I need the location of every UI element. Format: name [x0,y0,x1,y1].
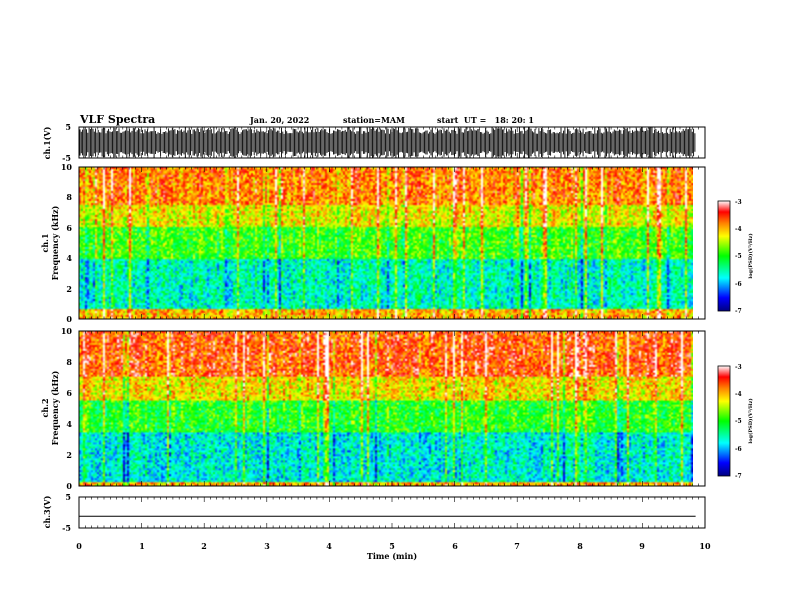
ch1-cb-tick-m6: -6 [735,281,742,288]
ch3-waveform-ylabel: ch.3(V) [42,495,52,528]
ch1-cb-tick-m7: -7 [735,308,742,315]
ch1-spectrogram-ylabel-2: Frequency (kHz) [50,205,60,280]
ch1-spectrogram-panel: 0 2 4 6 8 10 ch.1 Frequency (kHz) [40,162,706,324]
ch1-cb-tick-m4: -4 [735,226,742,233]
ch1-freq-tick-4: 4 [66,253,72,263]
ch1-waveform-ylabel: ch.1(V) [42,126,52,159]
header-station: station=MAM [343,115,405,125]
ch1-spectrogram-image [79,167,693,319]
x-tick-label-1: 1 [139,541,145,551]
ch1-freq-tick-6: 6 [66,223,72,233]
ch1-waveform-strokes [79,127,696,158]
ch1-ytick-top: 5 [65,122,71,132]
ch1-colorbar-ramp [717,200,731,312]
ch1-colorbar-label: log(PSD)(V²/Hz) [747,233,754,278]
ch1-freq-tick-2: 2 [66,284,72,294]
ch2-spectrogram-yticks: 0 2 4 6 8 10 [61,326,73,491]
ch1-colorbar: -3 -4 -5 -6 -7 log(PSD)(V²/Hz) [717,199,754,315]
ch2-freq-tick-4: 4 [66,419,72,429]
figure-title: VLF Spectra [79,113,155,126]
ch2-cb-tick-m6: -6 [735,446,742,453]
x-tick-label-0: 0 [76,541,82,551]
ch1-spectrogram-yticks: 0 2 4 6 8 10 [61,162,73,324]
x-tick-label-10: 10 [699,541,711,551]
x-tick-label-6: 6 [452,541,458,551]
x-tick-label-3: 3 [264,541,270,551]
ch2-freq-tick-2: 2 [66,450,72,460]
ch2-freq-tick-8: 8 [66,357,72,367]
ch2-cb-tick-m5: -5 [735,418,742,425]
ch2-colorbar-label: log(PSD)(V²/Hz) [747,398,754,443]
ch2-colorbar-ramp [717,365,731,477]
x-tick-label-8: 8 [577,541,583,551]
header-date: Jan. 20, 2022 [249,115,309,125]
ch2-spectrogram-ylabel-1: ch.2 [40,398,50,417]
ch1-freq-tick-8: 8 [66,192,72,202]
ch2-freq-tick-6: 6 [66,388,72,398]
time-axis-labels: 0 1 2 3 4 5 6 7 8 9 10 [76,541,711,551]
ch2-colorbar: -3 -4 -5 -6 -7 log(PSD)(V²/Hz) [717,364,754,480]
header-start-ut: start UT = 18: 20: 1 [437,115,534,125]
x-tick-label-9: 9 [639,541,645,551]
ch1-freq-tick-10: 10 [61,162,73,172]
ch2-freq-tick-10: 10 [61,326,73,336]
ch3-ytick-top: 5 [65,492,71,502]
ch2-spectrogram-image [79,331,693,486]
ch2-spectrogram-ylabel-2: Frequency (kHz) [50,370,60,445]
ch1-waveform-trace [79,127,696,158]
ch2-cb-tick-m3: -3 [735,364,742,371]
ch1-cb-tick-m3: -3 [735,199,742,206]
ch1-ytick-bottom: -5 [62,153,71,163]
x-tick-label-5: 5 [389,541,395,551]
ch2-freq-tick-0: 0 [66,481,72,491]
ch2-cb-tick-m4: -4 [735,391,742,398]
ch1-freq-tick-0: 0 [66,314,72,324]
x-tick-label-7: 7 [514,541,520,551]
x-tick-label-2: 2 [201,541,207,551]
ch2-spectrogram-panel: 0 2 4 6 8 10 ch.2 Frequency (kHz) [40,326,706,491]
time-tick-marks [78,127,706,528]
ch1-spectrogram-ylabel-1: ch.1 [40,233,50,252]
ch2-cb-tick-m7: -7 [735,473,742,480]
ch3-ytick-bottom: -5 [62,523,71,533]
x-tick-label-4: 4 [326,541,332,551]
time-axis-ticks [78,127,706,528]
x-axis-label: Time (min) [367,551,417,561]
ch1-cb-tick-m5: -5 [735,253,742,260]
